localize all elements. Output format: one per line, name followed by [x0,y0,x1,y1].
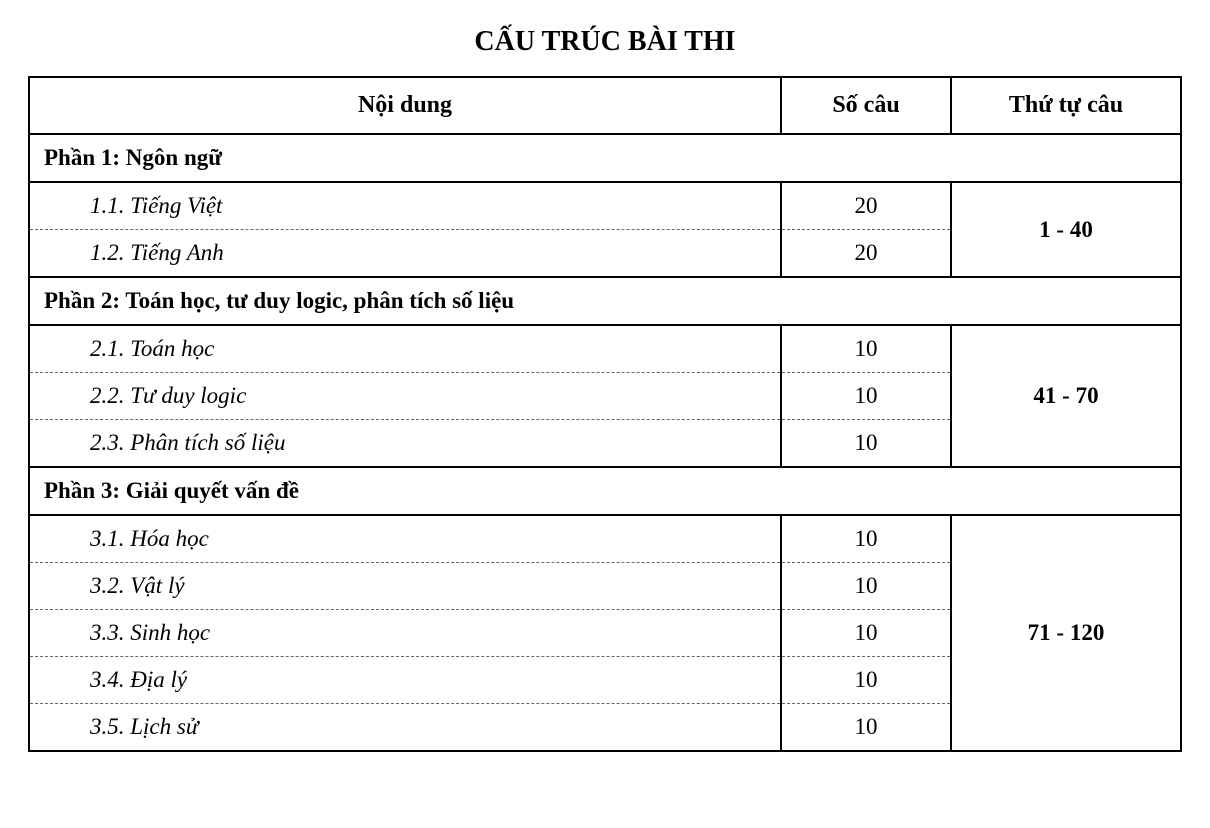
table-row: 3.1. Hóa học1071 - 120 [29,515,1181,563]
subitem-label: 3.2. Vật lý [29,563,781,610]
subitem-label: 2.2. Tư duy logic [29,373,781,420]
subitem-count: 10 [781,515,951,563]
header-content: Nội dung [29,77,781,134]
table-row: 2.1. Toán học1041 - 70 [29,325,1181,373]
subitem-count: 10 [781,563,951,610]
section-label: Phần 2: Toán học, tư duy logic, phân tíc… [29,277,1181,325]
subitem-count: 10 [781,325,951,373]
question-range: 71 - 120 [951,515,1181,751]
subitem-label: 2.3. Phân tích số liệu [29,420,781,468]
table-header-row: Nội dung Số câu Thứ tự câu [29,77,1181,134]
table-body: Phần 1: Ngôn ngữ1.1. Tiếng Việt201 - 401… [29,134,1181,751]
section-header-row: Phần 2: Toán học, tư duy logic, phân tíc… [29,277,1181,325]
section-header-row: Phần 1: Ngôn ngữ [29,134,1181,182]
subitem-count: 10 [781,610,951,657]
section-label: Phần 1: Ngôn ngữ [29,134,1181,182]
question-range: 41 - 70 [951,325,1181,467]
subitem-count: 10 [781,657,951,704]
subitem-count: 10 [781,704,951,752]
table-row: 1.1. Tiếng Việt201 - 40 [29,182,1181,230]
subitem-label: 3.1. Hóa học [29,515,781,563]
subitem-count: 20 [781,230,951,278]
header-order: Thứ tự câu [951,77,1181,134]
header-count: Số câu [781,77,951,134]
section-label: Phần 3: Giải quyết vấn đề [29,467,1181,515]
subitem-label: 3.5. Lịch sử [29,704,781,752]
subitem-label: 1.1. Tiếng Việt [29,182,781,230]
subitem-count: 20 [781,182,951,230]
section-header-row: Phần 3: Giải quyết vấn đề [29,467,1181,515]
question-range: 1 - 40 [951,182,1181,277]
exam-structure-table: Nội dung Số câu Thứ tự câu Phần 1: Ngôn … [28,76,1182,752]
page-title: CẤU TRÚC BÀI THI [28,26,1182,58]
subitem-label: 1.2. Tiếng Anh [29,230,781,278]
subitem-label: 3.4. Địa lý [29,657,781,704]
subitem-label: 3.3. Sinh học [29,610,781,657]
subitem-label: 2.1. Toán học [29,325,781,373]
subitem-count: 10 [781,373,951,420]
subitem-count: 10 [781,420,951,468]
